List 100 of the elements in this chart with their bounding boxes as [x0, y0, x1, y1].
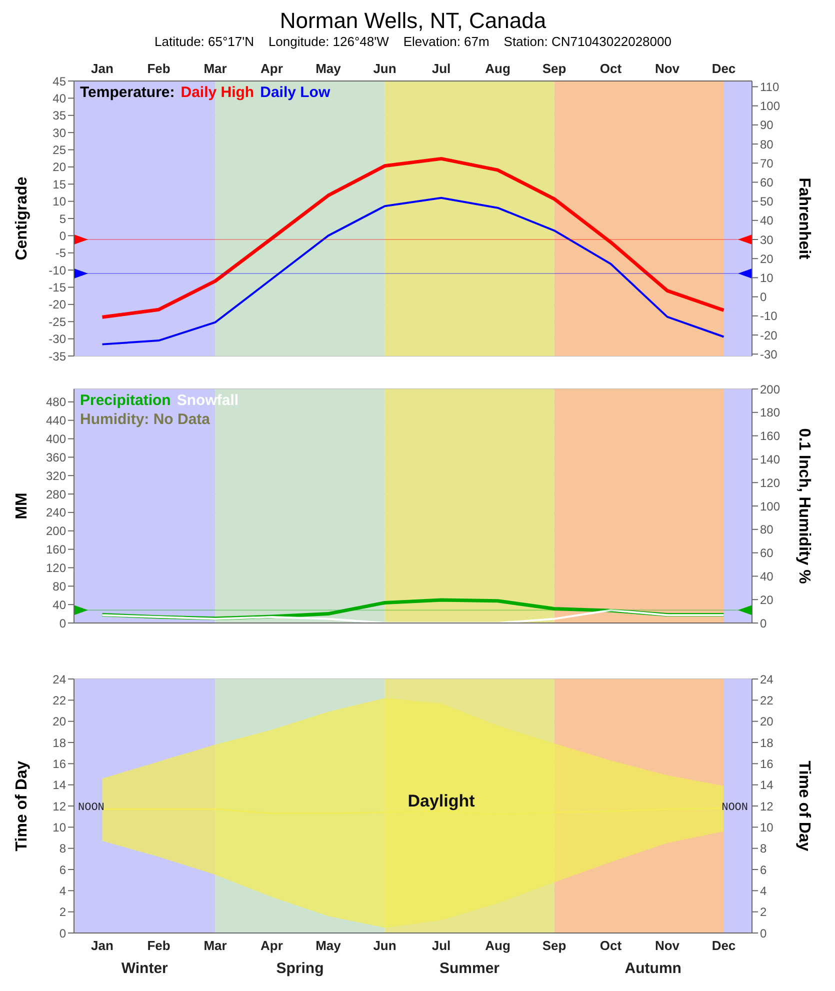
- y2-axis-title: Fahrenheit: [795, 178, 812, 260]
- y-tick-label: 400: [46, 432, 66, 446]
- y2-tick-label: 6: [760, 862, 767, 877]
- x-tick-label: Jul: [432, 61, 451, 76]
- x-tick-label: Feb: [147, 938, 170, 954]
- y2-tick-label: -10: [760, 309, 778, 324]
- y-tick-label: 5: [59, 212, 66, 226]
- y-tick-label: 12: [52, 799, 66, 814]
- y-tick-label: 24: [52, 672, 66, 686]
- y2-tick-label: 100: [760, 99, 780, 114]
- x-tick-label: Jun: [373, 61, 396, 76]
- y-tick-label: 10: [52, 194, 66, 209]
- y-tick-label: 280: [46, 487, 66, 502]
- y-tick-label: 14: [52, 778, 66, 792]
- y-tick-label: 8: [59, 842, 66, 856]
- y2-tick-label: 22: [760, 693, 774, 708]
- y-tick-label: 0: [59, 616, 66, 630]
- y-tick-label: 10: [52, 820, 66, 834]
- y-tick-label: 480: [46, 395, 66, 410]
- y2-tick-label: 16: [760, 756, 774, 771]
- x-tick-label: Aug: [485, 938, 510, 954]
- y-tick-label: -35: [48, 349, 66, 364]
- y2-tick-label: 40: [760, 569, 774, 584]
- band-label: Summer: [439, 960, 500, 977]
- y2-tick-label: 24: [760, 672, 774, 686]
- y-tick-label: -15: [48, 280, 66, 295]
- y2-tick-label: 140: [760, 452, 780, 466]
- y2-tick-label: 20: [760, 714, 774, 729]
- line-series: [101, 196, 725, 346]
- y-tick-label: 35: [52, 108, 66, 123]
- y-tick-label: -5: [55, 246, 66, 260]
- text: Daily High: [180, 84, 254, 101]
- y2-tick-label: 0: [760, 290, 767, 304]
- x-tick-label: Sep: [542, 61, 566, 76]
- x-tick-label: Feb: [147, 61, 170, 76]
- y-tick-label: 80: [52, 579, 66, 594]
- y2-tick-label: 60: [760, 175, 774, 190]
- y-tick-label: 0: [59, 228, 66, 243]
- y2-tick-label: 2: [760, 905, 767, 920]
- y-tick-label: 320: [46, 468, 66, 483]
- y-tick-label: 360: [46, 450, 66, 464]
- y2-tick-label: 10: [760, 270, 774, 285]
- x-tick-label: May: [316, 938, 342, 954]
- y2-tick-label: 90: [760, 118, 774, 132]
- y-tick-label: 25: [52, 143, 66, 158]
- y2-axis-title: Time of Day: [795, 760, 812, 852]
- x-tick-label: Nov: [654, 61, 680, 76]
- text: Snowfall: [176, 392, 239, 409]
- y-tick-label: 22: [52, 693, 66, 708]
- y-tick-label: 200: [46, 524, 66, 538]
- band-label: Spring: [276, 960, 324, 977]
- x-tick-label: Mar: [204, 938, 227, 954]
- x-tick-label: Apr: [260, 938, 283, 954]
- y-tick-label: 40: [52, 598, 66, 612]
- y2-tick-label: 18: [760, 736, 774, 750]
- y2-axis-title: 0.1 Inch, Humidity %: [795, 428, 812, 584]
- y-tick-label: 40: [52, 91, 66, 106]
- y-tick-label: 4: [59, 884, 66, 898]
- x-tick-label: Apr: [260, 61, 283, 76]
- y2-tick-label: 160: [760, 429, 780, 444]
- y2-tick-label: 100: [760, 499, 780, 514]
- y-tick-label: 16: [52, 756, 66, 771]
- y2-tick-label: 4: [760, 884, 767, 898]
- band-label: Winter: [121, 960, 168, 977]
- y2-tick-label: 80: [760, 137, 774, 152]
- y2-tick-label: 10: [760, 820, 774, 834]
- y-tick-label: 20: [52, 714, 66, 729]
- y-tick-label: -25: [48, 314, 66, 329]
- y-tick-label: 160: [46, 542, 66, 557]
- x-tick-label: Aug: [485, 61, 510, 76]
- y-tick-label: 440: [46, 414, 66, 428]
- annotation: Humidity: No Data: [80, 410, 212, 429]
- y-tick-label: 30: [52, 126, 66, 140]
- y2-tick-label: 110: [760, 80, 780, 94]
- x-tick-label: Jan: [91, 938, 114, 954]
- chart-subtitle: Latitude: 65°17'N Longitude: 126°48'W Elevation: 67m Station: CN71043022028000: [154, 34, 672, 49]
- x-tick-label: Jan: [91, 61, 114, 76]
- y-axis-title: Time of Day: [14, 760, 31, 852]
- x-tick-label: Jul: [432, 938, 451, 954]
- y-tick-label: 0: [59, 926, 66, 940]
- y-tick-label: 18: [52, 736, 66, 750]
- x-tick-label: May: [316, 61, 342, 76]
- x-tick-label: Dec: [712, 61, 736, 76]
- y2-tick-label: 180: [760, 406, 780, 420]
- y2-tick-label: 12: [760, 799, 774, 814]
- y-axis-title: Centigrade: [14, 176, 31, 260]
- y2-tick-label: 8: [760, 842, 767, 856]
- x-tick-label: Sep: [542, 938, 566, 954]
- y-tick-label: -30: [48, 332, 66, 346]
- y2-tick-label: 20: [760, 252, 774, 266]
- y-tick-label: 240: [46, 506, 66, 520]
- text: Daily Low: [260, 84, 330, 101]
- chart-title: Norman Wells, NT, Canada: [278, 8, 548, 34]
- line-series: [100, 156, 726, 319]
- y-axis-title: MM: [14, 492, 31, 520]
- x-tick-label: Jun: [373, 938, 396, 954]
- y2-tick-label: 200: [760, 382, 780, 396]
- y-tick-label: 20: [52, 160, 66, 174]
- y2-tick-label: 0: [760, 616, 767, 630]
- y-tick-label: 6: [59, 862, 66, 877]
